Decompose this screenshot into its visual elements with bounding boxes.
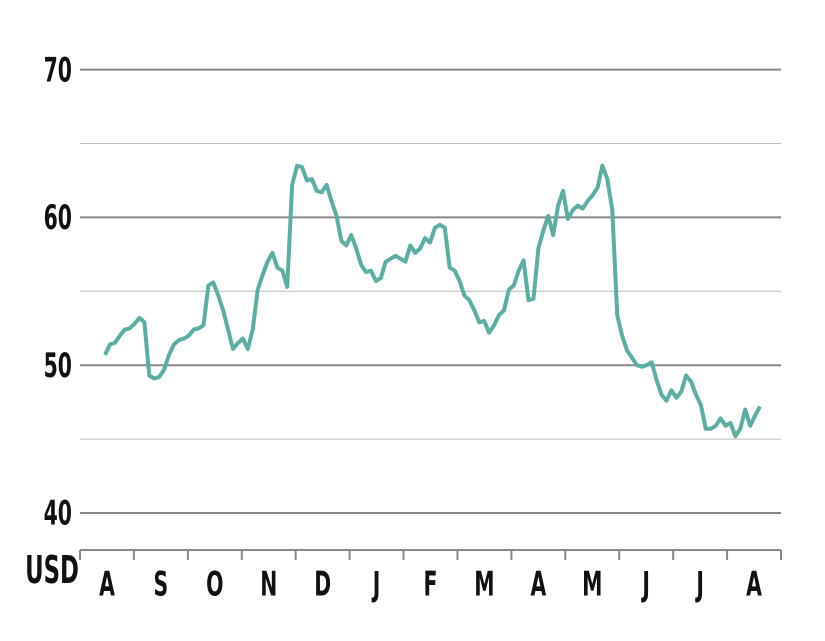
x-tick-label: N <box>260 564 277 604</box>
line-series <box>103 163 762 439</box>
x-tick-label: A <box>99 564 115 604</box>
x-tick-label: M <box>474 564 494 604</box>
x-tick-label: O <box>206 564 223 604</box>
x-tick-label: F <box>424 564 438 604</box>
x-tick-label: D <box>314 564 331 604</box>
x-tick-label: A <box>530 564 546 604</box>
x-tick-label: S <box>154 564 169 604</box>
y-tick-label: 40 <box>44 493 72 533</box>
x-tick-label: A <box>746 564 762 604</box>
y-tick-label: 70 <box>44 50 72 90</box>
y-tick-label: 50 <box>44 345 72 385</box>
x-tick-label: J <box>695 564 704 604</box>
y-tick-label: 60 <box>44 198 72 238</box>
x-tick-label: J <box>641 564 650 604</box>
x-tick-label: J <box>371 564 380 604</box>
y-unit-label: USD <box>25 549 79 593</box>
x-tick-label: M <box>582 564 602 604</box>
